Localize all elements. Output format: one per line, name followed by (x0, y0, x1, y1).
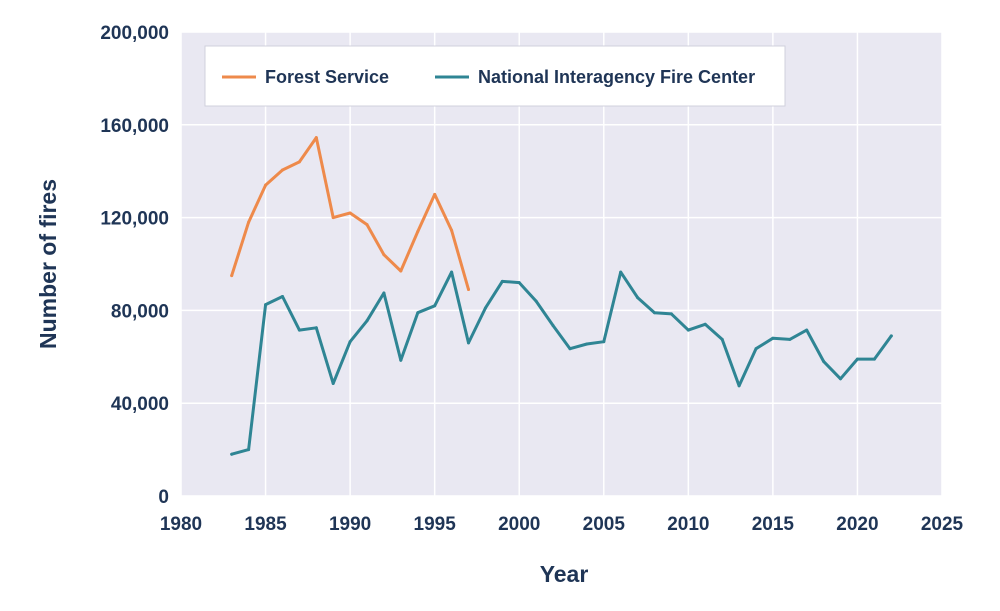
data-point-national-interagency-fire-center (568, 347, 572, 351)
series-line-national-interagency-fire-center (230, 270, 893, 456)
data-point-national-interagency-fire-center (517, 281, 521, 285)
x-tick-label: 2005 (583, 514, 626, 535)
x-tick-label: 2010 (667, 514, 709, 535)
x-tick-label: 2000 (498, 514, 540, 535)
legend: Forest Service National Interagency Fire… (204, 45, 786, 107)
x-tick-label: 1990 (329, 514, 371, 535)
y-tick-label: 120,000 (100, 209, 169, 230)
data-point-national-interagency-fire-center (737, 384, 741, 388)
x-tick-label: 1995 (414, 514, 457, 535)
data-point-national-interagency-fire-center (416, 311, 420, 315)
data-point-national-interagency-fire-center (365, 319, 369, 323)
data-point-forest-service (450, 228, 454, 232)
data-point-forest-service (348, 211, 352, 215)
y-tick-label: 80,000 (111, 301, 169, 322)
data-point-national-interagency-fire-center (754, 347, 758, 351)
x-tick-label: 2015 (752, 514, 795, 535)
data-point-national-interagency-fire-center (399, 358, 403, 362)
data-point-national-interagency-fire-center (669, 312, 673, 316)
data-point-national-interagency-fire-center (331, 382, 335, 385)
data-point-national-interagency-fire-center (281, 295, 284, 298)
plot-area (181, 32, 942, 496)
data-point-national-interagency-fire-center (720, 337, 724, 341)
data-point-forest-service (230, 274, 234, 278)
data-point-forest-service (433, 192, 437, 196)
data-point-national-interagency-fire-center (247, 448, 251, 452)
data-point-forest-service (382, 253, 386, 257)
data-point-national-interagency-fire-center (872, 357, 876, 361)
data-point-national-interagency-fire-center (585, 342, 589, 346)
data-point-national-interagency-fire-center (551, 324, 555, 327)
data-point-national-interagency-fire-center (822, 359, 826, 363)
y-tick-label: 200,000 (100, 23, 169, 44)
data-point-national-interagency-fire-center (382, 291, 386, 295)
data-point-national-interagency-fire-center (703, 322, 707, 326)
data-point-national-interagency-fire-center (534, 299, 538, 303)
data-point-forest-service (331, 216, 335, 220)
data-point-national-interagency-fire-center (839, 377, 842, 381)
y-axis-title: Number of fires (35, 179, 61, 349)
data-point-national-interagency-fire-center (619, 270, 623, 274)
data-point-forest-service (416, 230, 420, 233)
data-point-national-interagency-fire-center (467, 341, 470, 345)
legend-box (204, 45, 786, 107)
data-point-national-interagency-fire-center (297, 328, 301, 332)
gridlines (180, 31, 943, 497)
x-tick-label: 2020 (836, 514, 878, 535)
x-axis-title: Year (540, 561, 589, 587)
data-point-national-interagency-fire-center (314, 326, 318, 330)
y-tick-label: 160,000 (100, 116, 169, 137)
data-point-national-interagency-fire-center (348, 340, 352, 344)
y-tick-label: 0 (158, 487, 169, 508)
data-point-forest-service (399, 269, 403, 273)
data-point-national-interagency-fire-center (889, 334, 893, 338)
data-point-forest-service (467, 288, 470, 291)
legend-label-forest-service: Forest Service (265, 67, 389, 87)
data-point-national-interagency-fire-center (771, 336, 775, 340)
data-point-national-interagency-fire-center (450, 270, 454, 274)
data-point-national-interagency-fire-center (686, 328, 690, 332)
x-tick-label: 2025 (921, 514, 964, 535)
data-point-forest-service (247, 220, 251, 224)
data-point-national-interagency-fire-center (433, 304, 437, 308)
data-point-national-interagency-fire-center (788, 337, 792, 341)
data-point-national-interagency-fire-center (230, 452, 234, 456)
data-point-national-interagency-fire-center (483, 306, 487, 310)
data-point-forest-service (365, 223, 369, 227)
legend-label-nifc: National Interagency Fire Center (478, 67, 755, 87)
data-point-national-interagency-fire-center (653, 311, 656, 315)
data-point-forest-service (281, 168, 284, 172)
y-tick-label: 40,000 (111, 394, 169, 415)
series-lines (230, 136, 893, 456)
data-point-forest-service (264, 183, 268, 187)
data-point-national-interagency-fire-center (636, 296, 640, 300)
data-point-national-interagency-fire-center (264, 303, 268, 307)
x-tick-label: 1980 (160, 514, 202, 535)
x-axis-ticks: 1980 1985 1990 1995 2000 2005 2010 2015 2020 2025 (160, 514, 964, 535)
data-point-national-interagency-fire-center (500, 279, 504, 283)
data-point-national-interagency-fire-center (855, 357, 859, 361)
data-point-national-interagency-fire-center (602, 340, 606, 344)
data-point-national-interagency-fire-center (805, 328, 809, 332)
data-point-forest-service (297, 160, 301, 164)
data-point-forest-service (314, 136, 318, 140)
x-tick-label: 1985 (244, 514, 287, 535)
y-axis-ticks: 0 40,000 80,000 120,000 160,000 200,000 (100, 23, 169, 508)
